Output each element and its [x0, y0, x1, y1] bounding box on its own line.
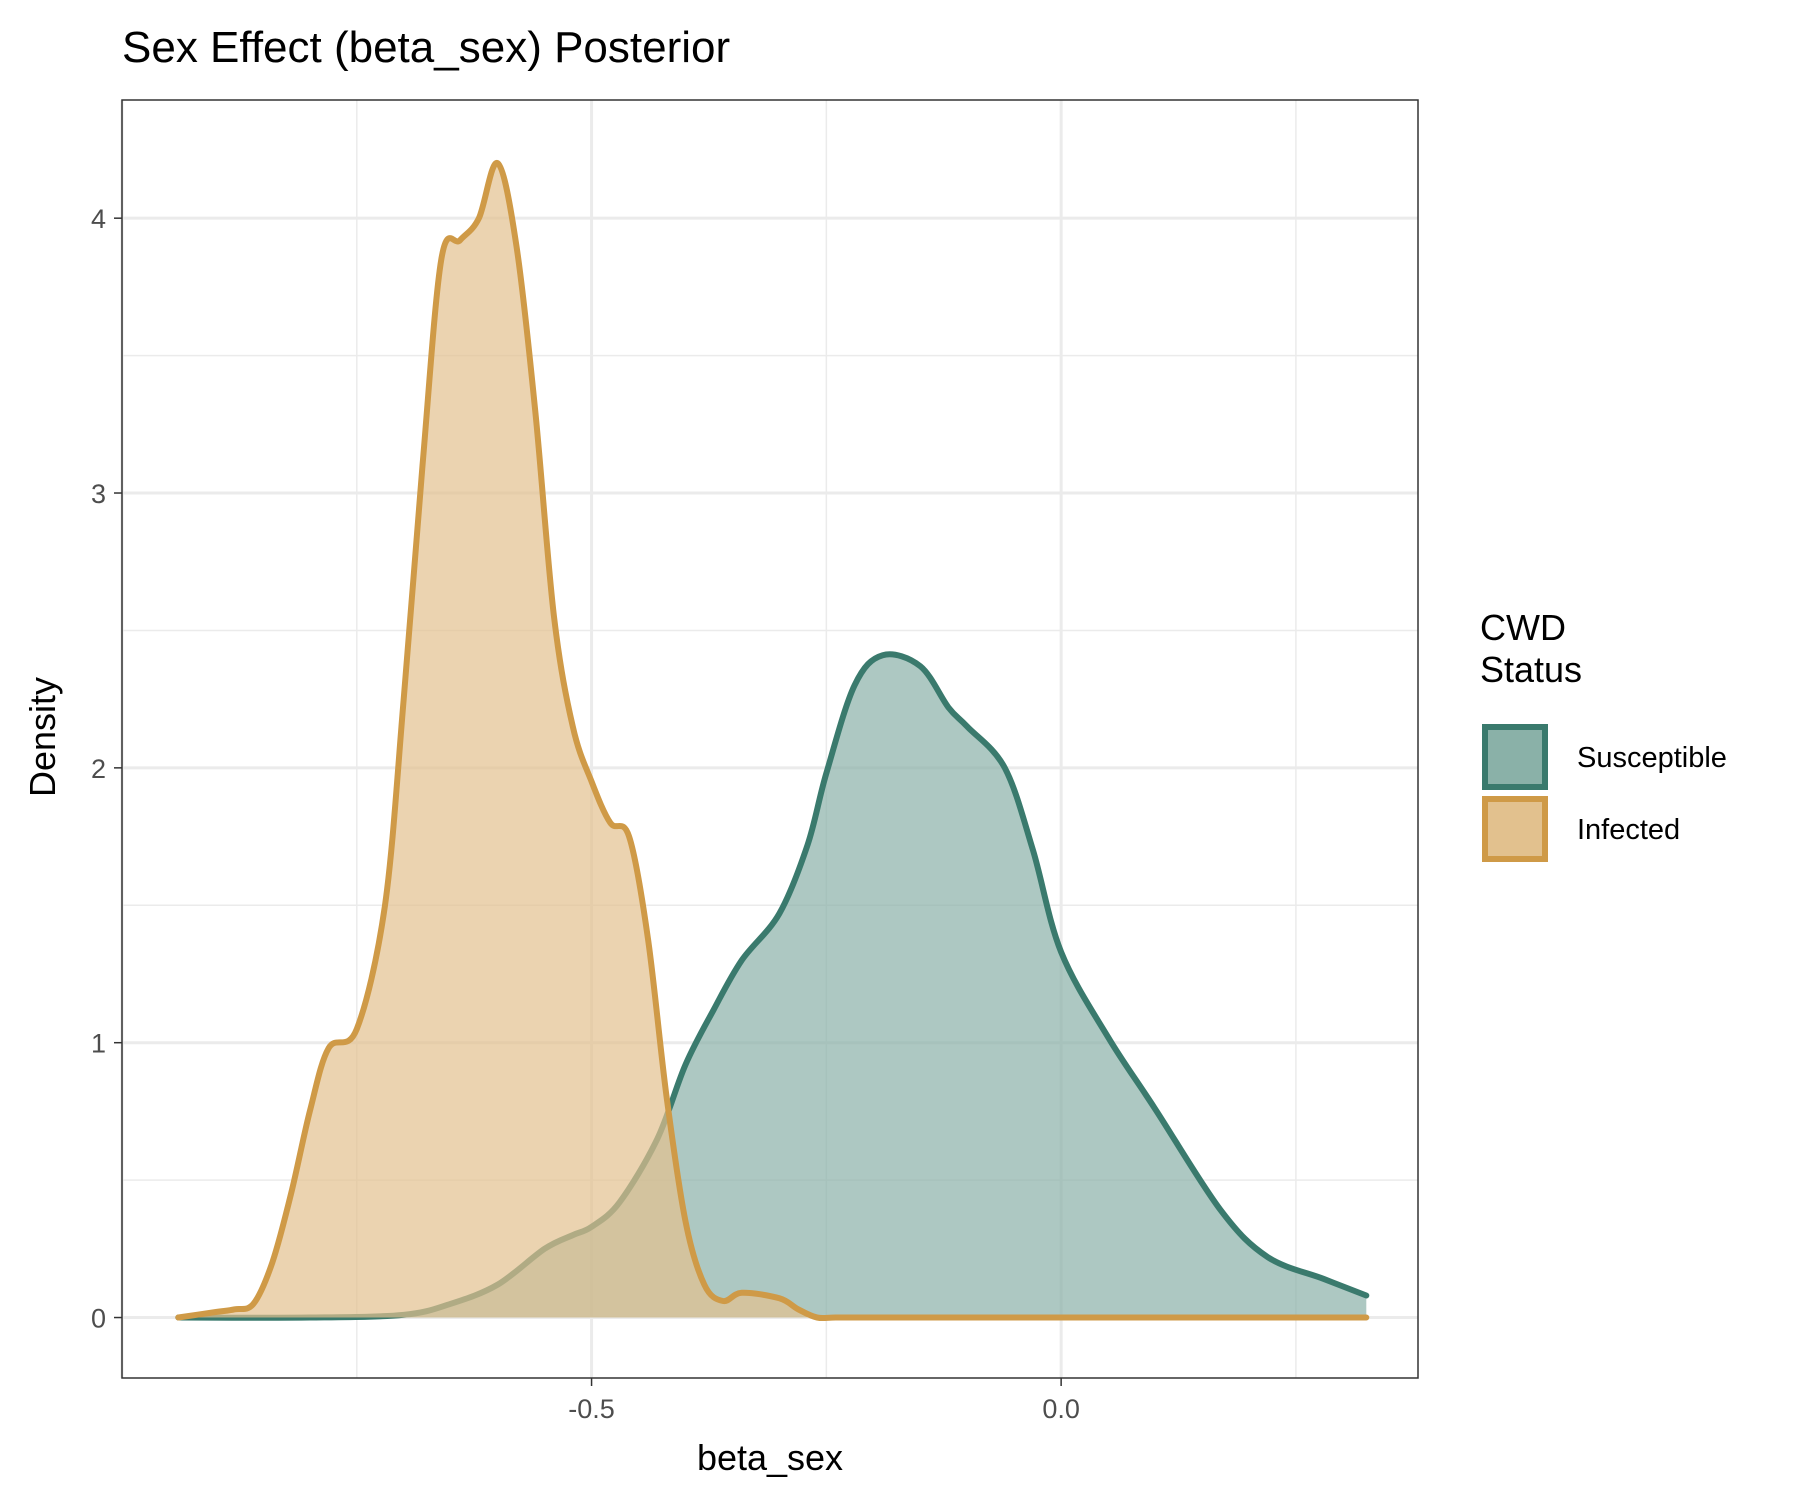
y-axis-title: Density: [22, 677, 63, 797]
y-tick-label: 0: [91, 1304, 106, 1334]
y-axis: 0 1 2 3 4: [91, 204, 122, 1334]
x-axis: -0.5 0.0: [568, 1378, 1080, 1424]
legend-key-susceptible: [1482, 724, 1548, 790]
y-tick-label: 3: [91, 479, 106, 509]
y-tick-label: 1: [91, 1029, 106, 1059]
plot-border: [121, 99, 1419, 1379]
x-tick-label: 0.0: [1042, 1394, 1080, 1424]
legend-title: CWD Status: [1480, 607, 1582, 690]
legend-label-susceptible: Susceptible: [1577, 742, 1727, 774]
y-tick-label: 2: [91, 754, 106, 784]
legend-key-infected: [1482, 796, 1548, 862]
chart-title: Sex Effect (beta_sex) Posterior: [122, 23, 730, 72]
series-layer: [175, 160, 1370, 1322]
area-susceptible: [178, 654, 1367, 1318]
y-tick-label: 4: [91, 204, 106, 234]
legend-label-infected: Infected: [1577, 814, 1680, 846]
series-infected: [175, 160, 1370, 1322]
plot-area: [120, 99, 1419, 1379]
line-infected: [175, 160, 1370, 1322]
legend: CWD Status Susceptible Infected: [1480, 607, 1727, 862]
x-tick-label: -0.5: [568, 1394, 615, 1424]
area-infected: [178, 162, 1367, 1319]
x-axis-title: beta_sex: [697, 1437, 843, 1478]
